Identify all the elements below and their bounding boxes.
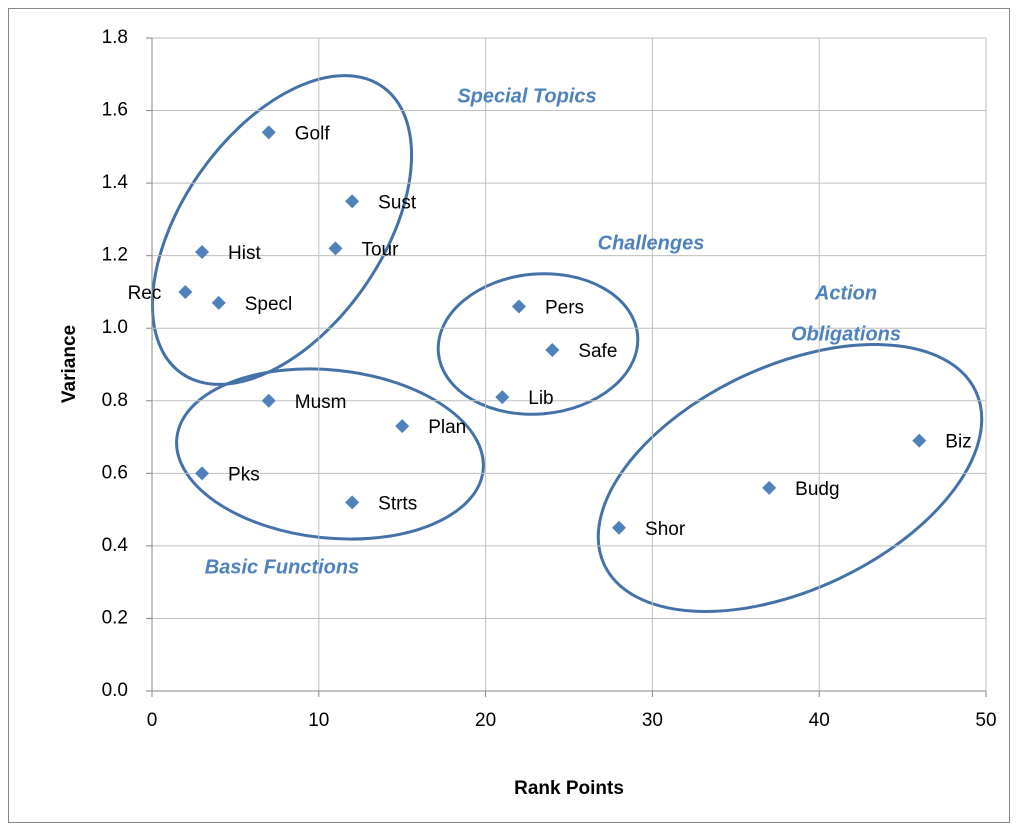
data-point <box>762 480 777 495</box>
point-label: Musm <box>295 392 347 413</box>
point-label: Specl <box>245 294 293 315</box>
x-tick-label: 50 <box>975 710 996 731</box>
data-point <box>261 125 276 140</box>
point-label: Tour <box>361 239 399 260</box>
x-tick-label: 20 <box>475 710 496 731</box>
y-tick-label: 1.0 <box>102 317 128 338</box>
y-tick-label: 1.2 <box>102 245 128 266</box>
y-tick-label: 0.4 <box>102 535 129 556</box>
point-label: Sust <box>378 192 417 213</box>
point-label: Strts <box>378 493 417 514</box>
y-tick-label: 1.8 <box>102 27 128 48</box>
annotation: Basic Functions <box>205 556 359 578</box>
y-tick-label: 0.8 <box>102 390 128 411</box>
point-label: Pers <box>545 297 584 318</box>
y-axis-label: Variance <box>59 325 80 403</box>
cluster-ellipse <box>596 343 984 613</box>
data-point <box>511 299 526 314</box>
data-point <box>195 245 210 260</box>
cluster-ellipse <box>436 272 640 416</box>
data-point <box>612 520 627 535</box>
data-point <box>345 495 360 510</box>
y-tick-label: 0.6 <box>102 462 128 483</box>
point-label: Biz <box>945 432 971 453</box>
y-tick-label: 1.6 <box>102 100 128 121</box>
data-point <box>328 241 343 256</box>
data-point <box>545 342 560 357</box>
y-tick-label: 0.2 <box>102 607 128 628</box>
data-point <box>395 419 410 434</box>
point-label: Shor <box>645 519 686 540</box>
point-label: Pks <box>228 464 260 485</box>
point-label: Hist <box>228 243 261 264</box>
data-point <box>178 284 193 299</box>
annotation: Action <box>814 282 877 304</box>
data-point <box>495 390 510 405</box>
point-label: Golf <box>295 123 331 144</box>
x-tick-label: 10 <box>308 710 329 731</box>
cluster-ellipse <box>150 74 414 386</box>
data-point <box>912 433 927 448</box>
x-tick-label: 40 <box>809 710 830 731</box>
y-tick-label: 0.0 <box>102 680 128 701</box>
chart-frame <box>8 8 1010 823</box>
cluster-ellipse <box>175 367 485 541</box>
point-label: Safe <box>578 341 617 362</box>
x-tick-label: 0 <box>147 710 158 731</box>
data-point <box>195 466 210 481</box>
annotation: Challenges <box>598 232 705 254</box>
x-axis-label: Rank Points <box>514 778 624 799</box>
data-point <box>345 194 360 209</box>
annotation: Special Topics <box>457 85 596 107</box>
data-point <box>211 295 226 310</box>
point-label: Rec <box>128 283 162 304</box>
data-point <box>261 393 276 408</box>
annotation: Obligations <box>791 323 901 345</box>
point-label: Plan <box>428 417 466 438</box>
x-tick-label: 30 <box>642 710 663 731</box>
y-tick-label: 1.4 <box>102 172 129 193</box>
point-label: Budg <box>795 479 839 500</box>
point-label: Lib <box>528 388 553 409</box>
